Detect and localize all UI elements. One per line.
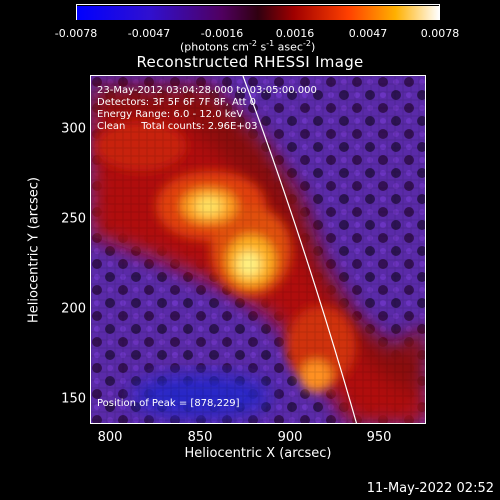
colorbar-tick: -0.0047 bbox=[127, 27, 171, 40]
y-tick-label: 200 bbox=[61, 301, 86, 317]
y-tick-label: 250 bbox=[61, 211, 86, 227]
colorbar-tick: 0.0047 bbox=[348, 27, 388, 40]
colorbar-tick: -0.0078 bbox=[54, 27, 98, 40]
pixel-grid-texture bbox=[91, 76, 425, 423]
colorbar-units: (photons cm-2 s-1 asec-2) bbox=[180, 39, 315, 54]
x-tick-label: 850 bbox=[187, 430, 213, 445]
y-tick-label: 150 bbox=[61, 391, 86, 407]
units-exponent: -2 bbox=[248, 39, 257, 48]
rhessi-map bbox=[91, 76, 425, 423]
units-text: ) bbox=[310, 40, 316, 54]
colorbar-tick: 0.0016 bbox=[275, 27, 315, 40]
info-detectors: Detectors: 3F 5F 6F 7F 8F, Att 0 bbox=[97, 97, 257, 108]
x-tick-label: 950 bbox=[366, 430, 392, 445]
plot-title: Reconstructed RHESSI Image bbox=[136, 53, 364, 71]
rhessi-image-panel: 23-May-2012 03:04:28.000 to 03:05:00.000… bbox=[90, 75, 426, 424]
y-tick-label: 300 bbox=[61, 121, 86, 137]
info-time-range: 23-May-2012 03:04:28.000 to 03:05:00.000 bbox=[97, 85, 317, 96]
units-text: s bbox=[256, 40, 267, 54]
info-energy-range: Energy Range: 6.0 - 12.0 keV bbox=[97, 109, 244, 120]
x-axis-label: Heliocentric X (arcsec) bbox=[184, 446, 332, 461]
info-peak-position: Position of Peak = [878,229] bbox=[97, 398, 240, 409]
x-tick-label: 900 bbox=[277, 430, 303, 445]
solar-limb bbox=[242, 76, 358, 423]
units-text: (photons cm bbox=[180, 40, 249, 54]
units-exponent: -1 bbox=[266, 39, 275, 48]
x-tick-label: 800 bbox=[97, 430, 123, 445]
colorbar-tick: 0.0078 bbox=[420, 27, 460, 40]
colorbar-gradient bbox=[77, 6, 439, 20]
colorbar bbox=[76, 4, 440, 20]
y-axis-label: Heliocentric Y (arcsec) bbox=[26, 177, 42, 323]
info-clean-counts: Clean Total counts: 2.96E+03 bbox=[97, 121, 258, 132]
colorbar-tick: -0.0016 bbox=[200, 27, 244, 40]
units-text: asec bbox=[274, 40, 303, 54]
render-timestamp: 11-May-2022 02:52 bbox=[366, 481, 494, 496]
units-exponent: -2 bbox=[302, 39, 311, 48]
